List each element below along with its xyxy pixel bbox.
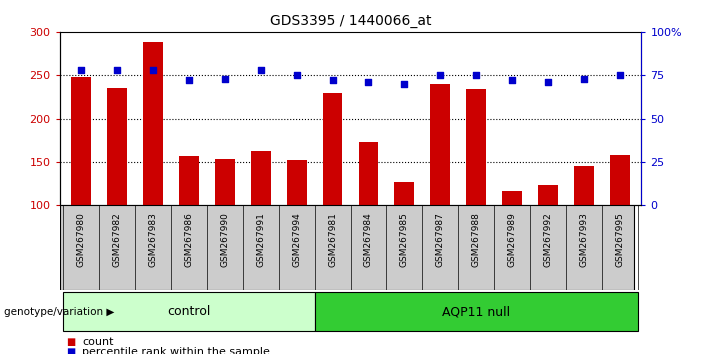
Bar [359,142,379,205]
Point [255,67,266,73]
Bar [315,292,638,331]
Point [399,81,410,87]
Text: GSM267991: GSM267991 [256,212,265,267]
Text: GSM267995: GSM267995 [615,212,625,267]
Bar [72,77,91,205]
Point [147,67,158,73]
Bar [63,292,315,331]
Bar [430,84,450,205]
Text: GSM267994: GSM267994 [292,212,301,267]
Text: GSM267989: GSM267989 [508,212,517,267]
Bar [502,192,522,205]
Text: genotype/variation ▶: genotype/variation ▶ [4,307,114,316]
Bar [574,166,594,205]
Bar [287,160,306,205]
Text: GSM267986: GSM267986 [184,212,193,267]
Text: GSM267985: GSM267985 [400,212,409,267]
Bar [215,159,235,205]
Bar [107,88,127,205]
Text: AQP11 null: AQP11 null [442,305,510,318]
Point [578,76,590,81]
Point [543,79,554,85]
Point [470,73,482,78]
Bar [251,151,271,205]
Text: GSM267980: GSM267980 [76,212,86,267]
Bar [395,182,414,205]
Point [111,67,123,73]
Text: control: control [168,305,210,318]
Point [291,73,302,78]
Text: count: count [82,337,114,347]
Point [219,76,231,81]
Text: GSM267983: GSM267983 [149,212,158,267]
Text: percentile rank within the sample: percentile rank within the sample [82,347,270,354]
Text: GSM267992: GSM267992 [543,212,552,267]
Point [76,67,87,73]
Point [435,73,446,78]
Point [183,78,194,83]
Bar [322,93,342,205]
Text: GSM267982: GSM267982 [113,212,121,267]
Bar [538,184,558,205]
Title: GDS3395 / 1440066_at: GDS3395 / 1440066_at [270,14,431,28]
Bar [143,42,163,205]
Text: GSM267990: GSM267990 [220,212,229,267]
Text: GSM267988: GSM267988 [472,212,481,267]
Bar [610,155,629,205]
Text: GSM267987: GSM267987 [436,212,445,267]
Point [363,79,374,85]
Bar [466,89,486,205]
Text: GSM267984: GSM267984 [364,212,373,267]
Point [507,78,518,83]
Text: ■: ■ [67,337,76,347]
Text: ■: ■ [67,347,76,354]
Bar [179,156,199,205]
Text: GSM267993: GSM267993 [580,212,588,267]
Text: GSM267981: GSM267981 [328,212,337,267]
Point [614,73,625,78]
Point [327,78,338,83]
